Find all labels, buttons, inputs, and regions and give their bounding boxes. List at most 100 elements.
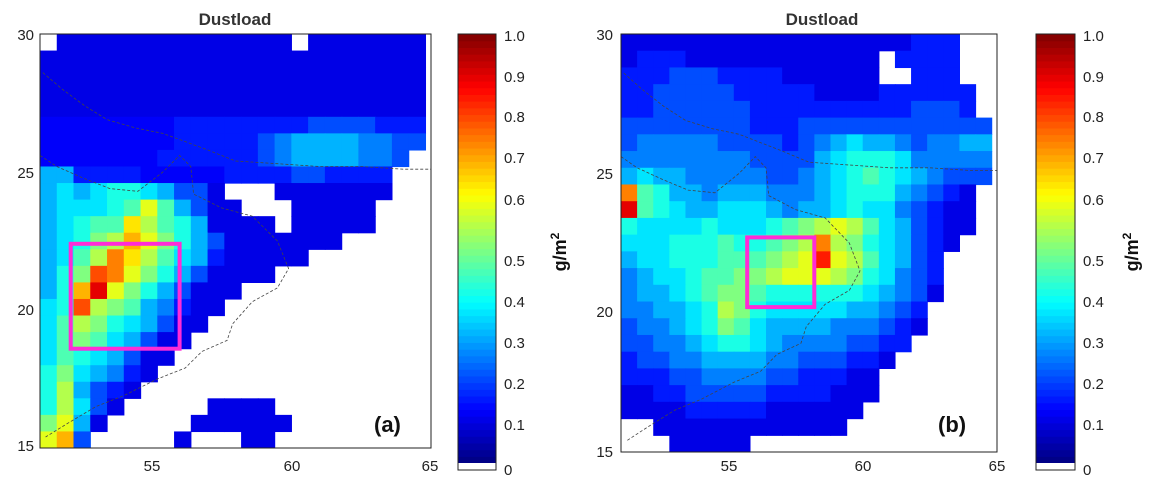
dust-cell: [324, 133, 343, 151]
dust-cell: [669, 251, 687, 269]
colorbar-segment: [1036, 141, 1075, 149]
dust-cell: [927, 67, 944, 85]
dust-cell: [814, 301, 832, 319]
dust-cell: [73, 116, 91, 134]
dust-cell: [846, 368, 864, 386]
dust-cell: [701, 418, 719, 436]
dust-cell: [157, 34, 175, 52]
dust-cell: [90, 298, 108, 317]
panel-b-cb-tick: 0: [1083, 462, 1091, 479]
dust-cell: [943, 234, 960, 252]
dust-cell: [207, 133, 225, 151]
dust-cell: [73, 414, 91, 433]
dust-cell: [140, 249, 158, 267]
colorbar-segment: [458, 67, 496, 75]
dust-cell: [766, 301, 783, 319]
dust-cell: [90, 67, 108, 85]
colorbar-segment: [458, 429, 496, 437]
dust-cell: [975, 167, 993, 186]
dust-cell: [140, 50, 158, 68]
dust-cell: [959, 134, 977, 152]
dust-cell: [911, 268, 928, 286]
dust-cell: [291, 83, 309, 101]
dust-cell: [73, 232, 91, 250]
dust-cell: [798, 50, 815, 69]
colorbar-segment: [1036, 322, 1075, 330]
dust-cell: [324, 50, 343, 68]
dust-cell: [40, 298, 58, 317]
dust-cell: [140, 199, 158, 217]
dust-cell: [207, 199, 225, 217]
panel-a-x-tick: 65: [422, 458, 439, 475]
dust-cell: [749, 301, 767, 319]
dust-cell: [669, 284, 687, 303]
dust-cell: [621, 84, 638, 102]
dust-cell: [669, 234, 687, 252]
dust-cell: [878, 100, 896, 119]
dust-cell: [224, 100, 242, 118]
dust-cell: [324, 166, 343, 184]
dust-cell: [782, 117, 799, 135]
dust-cell: [358, 199, 376, 217]
panel-a-cb-tick: 0.2: [504, 376, 525, 393]
dust-cell: [123, 265, 142, 283]
dust-cell: [685, 334, 703, 353]
dust-cell: [927, 117, 944, 135]
dust-cell: [207, 232, 225, 250]
dust-cell: [846, 134, 864, 152]
dust-cell: [782, 151, 799, 169]
dust-cell: [123, 34, 142, 35]
dust-cell: [717, 151, 735, 169]
dust-cell: [637, 268, 654, 286]
dust-cell: [123, 67, 142, 85]
dust-cell: [224, 265, 242, 283]
dust-cell: [766, 50, 783, 69]
dust-cell: [174, 34, 192, 35]
panel-a-colorbar-ticks: 0 0.1 0.2 0.3 0.4 0.5 0.6 0.7 0.8 0.9 1.…: [504, 28, 525, 479]
dust-cell: [40, 332, 58, 350]
dust-cell: [224, 34, 242, 52]
dust-cell: [749, 351, 767, 369]
dust-cell: [408, 34, 427, 35]
dust-cell: [341, 116, 359, 134]
dust-cell: [717, 50, 735, 69]
dust-cell: [911, 67, 928, 85]
dust-cell: [621, 301, 638, 319]
dust-cell: [207, 67, 225, 85]
colorbar-segment: [458, 241, 496, 250]
dust-cell: [375, 50, 393, 68]
dust-cell: [846, 385, 864, 403]
dust-cell: [701, 167, 719, 186]
panel-a-colorbar-frame: [457, 33, 497, 471]
coastline-south: [40, 154, 290, 438]
dust-cell: [291, 50, 309, 68]
dust-cell: [107, 249, 125, 267]
dust-cell: [894, 234, 912, 252]
dust-cell: [749, 184, 767, 202]
dust-cell: [749, 284, 767, 303]
dust-cell: [174, 431, 192, 448]
colorbar-segment: [1036, 402, 1075, 410]
colorbar-segment: [1036, 168, 1075, 176]
dust-cell: [274, 133, 292, 151]
dust-cell: [782, 201, 799, 219]
dust-cell: [341, 216, 359, 234]
dust-cell: [766, 167, 783, 186]
dust-cell: [391, 116, 410, 134]
dust-cell: [107, 282, 125, 300]
colorbar-segment: [458, 328, 496, 337]
dust-cell: [157, 67, 175, 85]
dust-cell: [408, 83, 427, 101]
dust-cell: [274, 67, 292, 85]
dust-cell: [701, 201, 719, 219]
colorbar-segment: [458, 54, 496, 62]
dust-cell: [798, 351, 815, 369]
colorbar-segment: [1036, 134, 1075, 142]
dust-cell: [717, 368, 735, 386]
dust-cell: [701, 251, 719, 269]
dust-cell: [621, 368, 638, 386]
colorbar-segment: [1036, 228, 1075, 236]
colorbar-segment: [458, 141, 496, 149]
dust-cell: [846, 100, 864, 119]
dust-cell: [782, 301, 799, 319]
